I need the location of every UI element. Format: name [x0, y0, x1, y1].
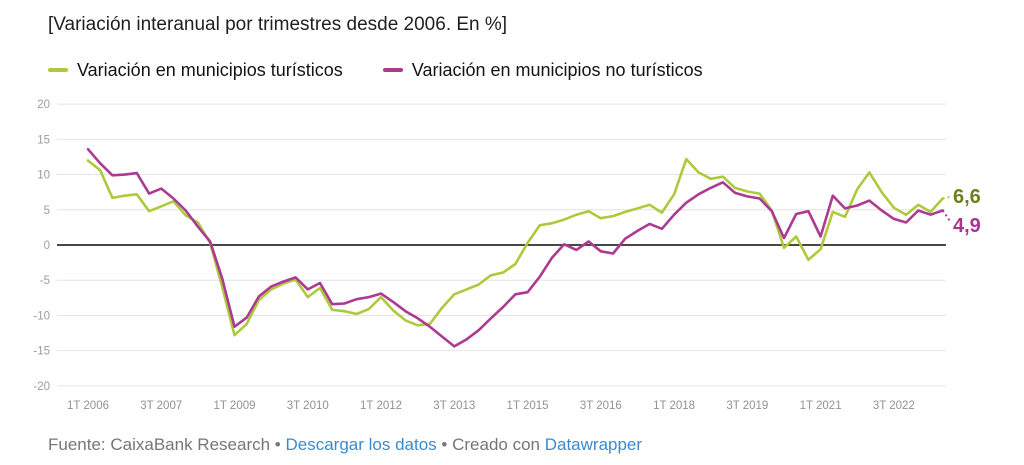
legend-swatch-turisticos [48, 68, 68, 72]
x-axis-tick-label: 3T 2016 [580, 400, 622, 412]
series-end-value-no-turisticos: 4,9 [953, 215, 981, 237]
x-axis-tick-label: 1T 2012 [360, 400, 402, 412]
end-label-connector-no-turisticos [941, 209, 952, 224]
legend-swatch-no-turisticos [382, 68, 403, 72]
x-axis-tick-label: 3T 2007 [140, 400, 182, 412]
y-axis-tick-label: 5 [44, 205, 50, 217]
end-label-connector-turisticos [942, 195, 953, 200]
footer-bullet-2: • [441, 435, 448, 454]
x-axis-tick-label: 1T 2021 [800, 400, 842, 412]
y-axis-tick-label: -5 [40, 275, 50, 287]
legend-label-no-turisticos: Variación en municipios no turísticos [411, 59, 703, 80]
download-data-link[interactable]: Descargar los datos [285, 435, 437, 454]
x-axis-tick-label: 1T 2018 [653, 400, 695, 412]
x-axis-tick-label: 1T 2015 [507, 400, 549, 412]
datawrapper-link[interactable]: Datawrapper [544, 435, 643, 454]
x-axis-tick-label: 3T 2010 [287, 400, 329, 412]
y-axis-tick-label: -20 [33, 381, 50, 393]
source-text: Fuente: CaixaBank Research [48, 435, 271, 454]
chart-footer: Fuente: CaixaBank Research • Descargar l… [48, 434, 642, 456]
legend-item-no-turisticos: Variación en municipios no turísticos [382, 59, 703, 81]
y-axis-tick-label: 0 [44, 240, 50, 252]
series-line-no-turisticos[interactable] [86, 147, 945, 348]
y-axis-tick-label: -10 [33, 310, 50, 322]
x-axis-tick-label: 1T 2009 [214, 400, 256, 412]
y-axis-tick-label: -15 [33, 346, 50, 358]
x-axis-tick-label: 3T 2019 [726, 400, 768, 412]
x-axis-tick-label: 1T 2006 [67, 400, 109, 412]
series-line-turisticos[interactable] [86, 157, 945, 337]
y-axis-tick-label: 15 [37, 134, 50, 146]
y-axis-tick-label: 10 [37, 170, 50, 182]
footer-bullet-1: • [274, 435, 281, 454]
legend-item-turisticos: Variación en municipios turísticos [48, 60, 343, 81]
x-axis-tick-label: 3T 2022 [873, 400, 915, 412]
x-axis-tick-label: 3T 2013 [433, 400, 475, 412]
chart-title: [Variación interanual por trimestres des… [48, 14, 508, 35]
y-axis-tick-label: 20 [37, 99, 50, 111]
chart-legend: Variación en municipios turísticos Varia… [48, 59, 703, 81]
series-end-value-turisticos: 6,6 [953, 186, 981, 208]
legend-label-turisticos: Variación en municipios turísticos [77, 59, 343, 80]
created-with-text: Creado con [452, 435, 540, 454]
